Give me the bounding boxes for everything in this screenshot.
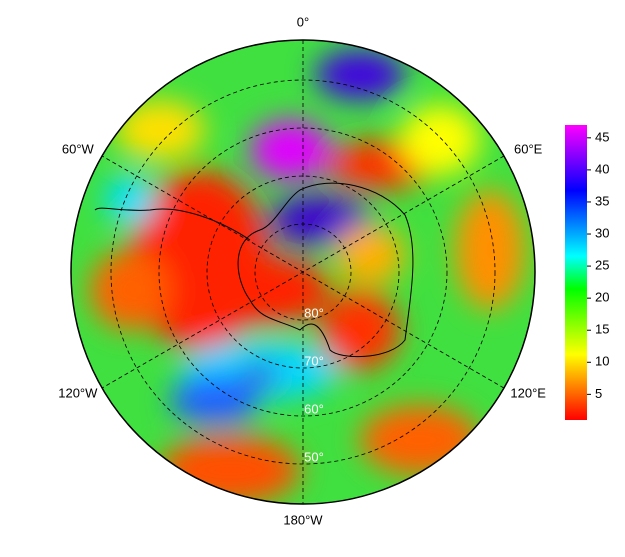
latitude-circle bbox=[158, 127, 448, 417]
latitude-circle bbox=[254, 223, 352, 321]
colorbar-tick-label: 20 bbox=[595, 290, 609, 305]
colorbar-tick-label: 15 bbox=[595, 322, 609, 337]
latitude-circle bbox=[110, 79, 496, 465]
latitude-label: 50° bbox=[304, 449, 324, 464]
meridian-label: 60°E bbox=[514, 141, 543, 156]
colorbar-tick-label: 30 bbox=[595, 225, 609, 240]
colorbar-tick-label: 5 bbox=[595, 386, 602, 401]
colorbar bbox=[565, 125, 587, 420]
colorbar-tick-label: 10 bbox=[595, 354, 609, 369]
colorbar-tick-label: 35 bbox=[595, 193, 609, 208]
meridian bbox=[101, 155, 505, 389]
latitude-label: 60° bbox=[304, 401, 324, 416]
meridian-label: 60°W bbox=[62, 141, 95, 156]
meridian-label: 180°W bbox=[283, 512, 323, 527]
coastline bbox=[237, 182, 414, 358]
latitude-label: 70° bbox=[304, 353, 324, 368]
graticule bbox=[101, 40, 505, 504]
meridian-label: 120°E bbox=[510, 385, 546, 400]
colorbar-tick-label: 45 bbox=[595, 129, 609, 144]
meridian-label: 0° bbox=[297, 14, 309, 29]
colorbar-tick-label: 40 bbox=[595, 161, 609, 176]
latitude-circle bbox=[206, 175, 400, 369]
colorbar-tick-label: 25 bbox=[595, 258, 609, 273]
heatmap bbox=[71, 40, 535, 504]
peninsula bbox=[94, 207, 251, 241]
latitude-label: 80° bbox=[304, 305, 324, 320]
meridian-label: 120°W bbox=[58, 385, 98, 400]
map-border bbox=[70, 39, 536, 505]
